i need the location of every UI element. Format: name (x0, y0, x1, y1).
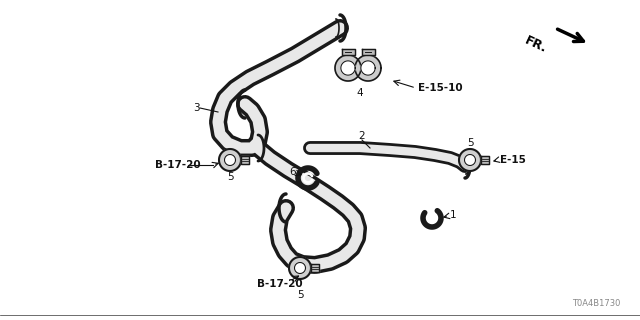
Polygon shape (459, 149, 481, 171)
Text: B-17-20: B-17-20 (257, 279, 303, 289)
Text: 6: 6 (290, 167, 296, 177)
Text: B-17-20: B-17-20 (155, 160, 200, 170)
Polygon shape (225, 155, 236, 165)
Polygon shape (219, 149, 241, 171)
Text: 5: 5 (297, 290, 303, 300)
Polygon shape (335, 55, 361, 81)
Text: E-15: E-15 (500, 155, 526, 165)
Polygon shape (342, 49, 355, 55)
Text: 1: 1 (450, 210, 456, 220)
Polygon shape (289, 257, 311, 279)
Text: 2: 2 (358, 131, 365, 141)
Polygon shape (294, 262, 305, 274)
Polygon shape (481, 156, 489, 164)
Polygon shape (355, 55, 381, 81)
Polygon shape (361, 61, 375, 75)
Text: 3: 3 (193, 103, 199, 113)
Text: 5: 5 (467, 138, 474, 148)
Text: T0A4B1730: T0A4B1730 (572, 299, 620, 308)
Text: 5: 5 (227, 172, 234, 182)
Text: FR.: FR. (522, 34, 549, 56)
Polygon shape (311, 264, 319, 272)
Polygon shape (465, 155, 476, 165)
Text: E-15-10: E-15-10 (418, 83, 463, 93)
Polygon shape (241, 156, 249, 164)
Polygon shape (341, 61, 355, 75)
Text: 4: 4 (356, 88, 364, 98)
Polygon shape (362, 49, 374, 55)
